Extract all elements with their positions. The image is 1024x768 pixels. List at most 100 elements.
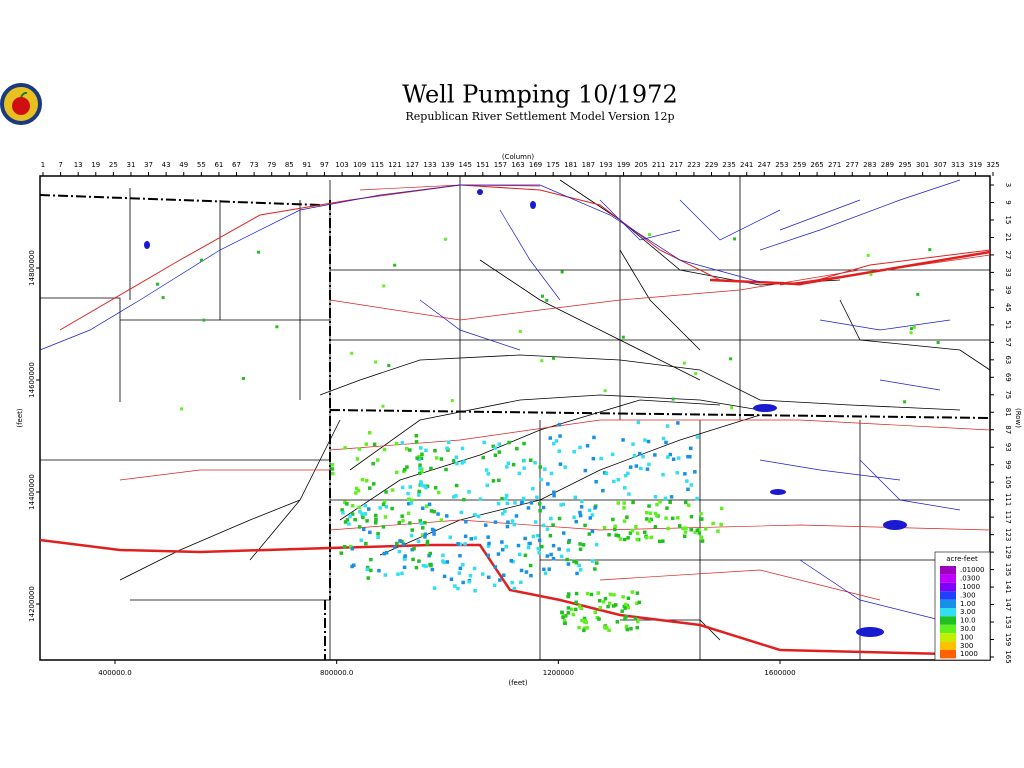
- pumping-cell: [450, 399, 454, 403]
- pumping-cell: [694, 372, 698, 376]
- pumping-cell: [356, 488, 361, 493]
- pumping-cell: [624, 624, 629, 629]
- column-tick-label: 13: [74, 161, 83, 169]
- pumping-cell: [594, 542, 599, 547]
- column-tick-label: 19: [91, 161, 100, 169]
- pumping-cell: [458, 566, 463, 571]
- pumping-cell: [454, 494, 458, 498]
- pumping-cell: [614, 603, 618, 607]
- pumping-cell: [487, 541, 491, 546]
- pumping-cell: [552, 441, 556, 446]
- pumping-cell: [577, 563, 581, 568]
- pumping-cell: [682, 361, 686, 365]
- pumping-cell: [425, 539, 430, 544]
- pumping-cell: [384, 550, 389, 555]
- pumping-cell: [541, 523, 546, 528]
- pumping-cell: [502, 573, 506, 577]
- pumping-cell: [442, 560, 446, 565]
- pumping-cell: [551, 557, 556, 561]
- pumping-cell: [610, 452, 615, 457]
- column-tick-label: 85: [285, 161, 294, 169]
- pumping-cell: [455, 461, 459, 466]
- pumping-cell: [697, 531, 701, 535]
- pumping-cell: [519, 580, 523, 585]
- pumping-cell: [456, 542, 460, 546]
- pumping-cell: [383, 515, 388, 519]
- pumping-cell: [381, 502, 386, 507]
- pumping-cell: [410, 547, 414, 552]
- pumping-cell: [687, 503, 691, 507]
- pumping-cell: [582, 616, 587, 621]
- pumping-cells: [156, 233, 940, 633]
- column-tick-label: 289: [881, 161, 894, 169]
- pumping-cell: [383, 573, 388, 577]
- pumping-cell: [910, 327, 913, 331]
- pumping-cell: [491, 479, 496, 483]
- pumping-cell: [369, 557, 373, 562]
- pumping-cell: [441, 553, 445, 558]
- pumping-cell: [371, 461, 375, 466]
- pumping-cell: [689, 483, 694, 487]
- pumping-cell: [669, 495, 674, 499]
- pumping-cell: [423, 532, 428, 536]
- pumping-cell: [562, 531, 566, 535]
- pumping-cell: [636, 531, 640, 536]
- column-tick-label: 133: [423, 161, 436, 169]
- pumping-cell: [537, 551, 541, 555]
- pumping-cell: [408, 521, 412, 525]
- map-frame: [39, 175, 991, 661]
- pumping-cell: [347, 522, 351, 526]
- pumping-cell: [350, 351, 354, 355]
- title: Well Pumping 10/1972: [402, 81, 677, 109]
- pumping-cell: [719, 522, 723, 527]
- column-tick-label: 247: [758, 161, 771, 169]
- legend-label: 1.00: [960, 600, 976, 608]
- pumping-cell: [596, 591, 600, 595]
- column-tick-label: 127: [406, 161, 419, 169]
- pumping-cell: [655, 502, 659, 507]
- pumping-cell: [578, 510, 582, 515]
- pumping-cell: [611, 517, 615, 522]
- column-tick-label: 319: [969, 161, 982, 169]
- pumping-cell: [360, 512, 364, 516]
- pumping-cell: [520, 501, 524, 505]
- pumping-cell: [625, 627, 630, 632]
- pumping-cell: [411, 557, 415, 562]
- pumping-cell: [603, 596, 608, 601]
- pumping-cell: [432, 586, 437, 590]
- column-tick-label: 175: [546, 161, 559, 169]
- pumping-cell: [492, 583, 497, 587]
- pumping-cell: [612, 604, 616, 608]
- pumping-cell: [427, 553, 431, 558]
- pumping-cell: [424, 448, 428, 453]
- pumping-cell: [643, 438, 647, 442]
- pumping-cell: [563, 621, 567, 626]
- pumping-cell: [543, 571, 548, 576]
- pumping-cell: [633, 616, 638, 621]
- pumping-cell: [565, 557, 569, 562]
- column-tick-label: 79: [267, 161, 276, 169]
- pumping-cell: [430, 567, 435, 572]
- pumping-cell: [595, 561, 599, 565]
- pumping-cell: [417, 559, 421, 563]
- pumping-cell: [382, 551, 387, 556]
- column-tick-label: 37: [144, 161, 153, 169]
- column-tick-label: 259: [793, 161, 806, 169]
- pumping-cell: [497, 450, 502, 454]
- pumping-cell: [539, 477, 543, 482]
- row-tick-label: 69: [1004, 373, 1012, 382]
- pumping-cell: [574, 591, 579, 596]
- pumping-cell: [353, 517, 357, 522]
- pumping-cell: [378, 506, 382, 510]
- pumping-cell: [402, 565, 407, 570]
- pumping-cell: [645, 517, 649, 521]
- pumping-cell: [869, 272, 873, 276]
- pumping-cell: [398, 539, 402, 543]
- pumping-cell: [428, 551, 432, 556]
- column-tick-label: 325: [986, 161, 999, 169]
- pumping-cell: [417, 493, 421, 497]
- pumping-cell: [638, 451, 642, 456]
- pumping-cell: [716, 529, 720, 533]
- legend-swatch: [940, 616, 956, 625]
- column-tick-label: 145: [459, 161, 472, 169]
